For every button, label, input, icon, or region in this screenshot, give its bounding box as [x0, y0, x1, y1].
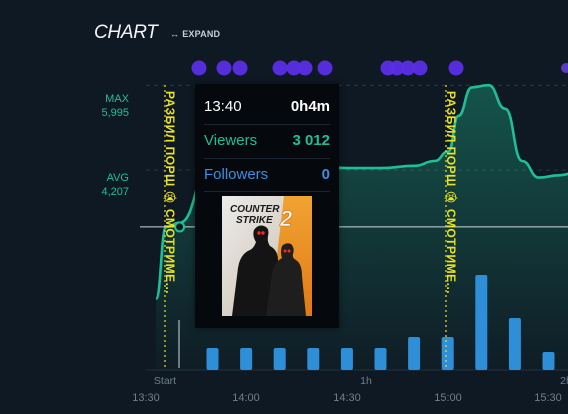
event-dot[interactable]: [232, 60, 248, 76]
double-arrow-icon: ↔: [170, 29, 180, 39]
followers-bar[interactable]: [374, 348, 387, 370]
followers-bar[interactable]: [273, 348, 286, 370]
event-dot[interactable]: [216, 60, 232, 76]
tooltip-duration: 0h4m: [290, 97, 330, 115]
tooltip-followers-row: Followers 0: [204, 159, 330, 189]
expand-label: EXPAND: [182, 29, 221, 39]
tooltip-followers-label: Followers: [204, 165, 269, 183]
cover-title-1: COUNTER: [230, 204, 280, 215]
stream-marker-1[interactable]: РАЗБИЛ ПОРШ 😭 СМОТРИМЕ...: [163, 91, 177, 294]
tooltip-viewers-row: Viewers 3 012: [204, 125, 330, 155]
tooltip-time-row: 13:40 0h4m: [204, 91, 330, 121]
game-cover-image[interactable]: COUNTER STRIKE 2: [222, 196, 312, 316]
x-tick-1h: 1h: [360, 375, 372, 387]
hover-point: [174, 221, 186, 233]
x-time: 13:30: [132, 392, 160, 404]
max-label: MAX: [105, 93, 129, 105]
followers-bar[interactable]: [240, 348, 253, 370]
avg-label: AVG: [106, 172, 129, 184]
event-dot[interactable]: [389, 60, 405, 76]
x-tick-start: Start: [153, 375, 177, 387]
x-time: 14:00: [232, 392, 260, 404]
event-dot[interactable]: [400, 60, 416, 76]
event-dot[interactable]: [412, 60, 428, 76]
followers-bar[interactable]: [542, 352, 555, 370]
followers-bar[interactable]: [307, 348, 320, 370]
event-dot[interactable]: [297, 60, 313, 76]
marker-text: РАЗБИЛ ПОРШ 😭 СМОТРИМЕ...: [444, 91, 458, 295]
followers-bar[interactable]: [340, 348, 353, 370]
cover-title-2: STRIKE: [236, 215, 273, 226]
x-time: 14:30: [333, 392, 361, 404]
followers-bar[interactable]: [206, 348, 219, 370]
followers-bar[interactable]: [441, 337, 454, 370]
cover-number: 2: [279, 206, 293, 231]
x-tick-2h: 2h: [560, 375, 568, 387]
expand-button[interactable]: ↔ EXPAND: [170, 29, 220, 39]
divider: [204, 191, 330, 192]
divider: [204, 158, 330, 159]
event-dot[interactable]: [317, 60, 333, 76]
tooltip-viewers-label: Viewers: [204, 131, 258, 149]
tooltip-viewers-value: 3 012: [292, 131, 330, 149]
event-dot[interactable]: [448, 60, 464, 76]
event-dot[interactable]: [561, 63, 568, 73]
avg-value: 4,207: [101, 186, 129, 198]
chart-title: CHART: [94, 22, 158, 43]
hover-tooltip: 13:40 0h4m Viewers 3 012 Followers 0: [195, 84, 339, 328]
x-time: 15:00: [434, 392, 462, 404]
followers-bar[interactable]: [475, 275, 488, 370]
tooltip-time: 13:40: [204, 97, 242, 115]
max-value: 5,995: [101, 107, 129, 119]
tooltip-followers-value: 0: [321, 165, 330, 183]
event-dot[interactable]: [191, 60, 207, 76]
event-dot[interactable]: [286, 60, 302, 76]
followers-bar[interactable]: [508, 318, 521, 370]
divider: [204, 124, 330, 125]
followers-bar[interactable]: [408, 337, 421, 370]
event-dot[interactable]: [272, 60, 288, 76]
x-time: 15:30: [534, 392, 562, 404]
stream-marker-2[interactable]: РАЗБИЛ ПОРШ 😭 СМОТРИМЕ...: [444, 91, 458, 294]
marker-text: РАЗБИЛ ПОРШ 😭 СМОТРИМЕ...: [163, 91, 177, 295]
